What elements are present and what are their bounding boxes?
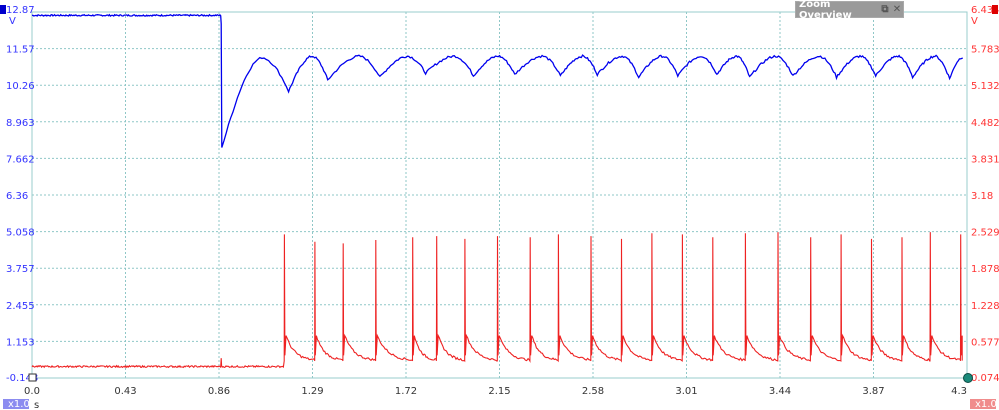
- x-tick-label: 4.3: [951, 386, 967, 397]
- left-tick-label: 12.87: [6, 5, 35, 16]
- zoom-overview-panel[interactable]: Zoom Overview ⧉ ✕: [795, 0, 904, 21]
- x-tick-label: 3.87: [862, 386, 884, 397]
- plot-frame: [31, 11, 968, 379]
- x-unit-label: s: [34, 400, 39, 410]
- right-tick-label: 1.878: [971, 264, 999, 275]
- x-tick-label: 1.29: [301, 386, 323, 397]
- right-channel-marker[interactable]: [992, 5, 998, 14]
- right-scale-badge[interactable]: [970, 399, 996, 409]
- left-scale-badge-label: x1.0: [8, 399, 30, 410]
- left-tick-label: 11.57: [6, 45, 35, 56]
- left-tick-label: 10.26: [6, 81, 35, 92]
- left-tick-label: 7.662: [6, 154, 35, 165]
- left-tick-label: 8.963: [6, 118, 35, 129]
- x-tick-label: 2.58: [582, 386, 604, 397]
- left-tick-label: 6.36: [6, 191, 28, 202]
- right-axis: 6.434 5.783 5.132 4.482 3.831 3.18 2.529 1.878 1…: [971, 5, 999, 384]
- right-tick-label: 4.482: [971, 118, 999, 129]
- series-layer: [31, 13, 963, 369]
- right-tick-label: 5.783: [971, 45, 999, 56]
- right-tick-label: 1.228: [971, 301, 999, 312]
- cursor-end-marker[interactable]: [963, 373, 973, 383]
- right-tick-label: 3.831: [971, 154, 999, 165]
- x-axis: 0.0 0.43 0.86 1.29 1.72 2.15 2.58 3.01 3.44 3.87 4…: [24, 386, 967, 410]
- right-tick-label: 5.132: [971, 81, 999, 92]
- left-tick-label: 1.153: [6, 337, 35, 348]
- grid-lines: [31, 11, 968, 379]
- left-tick-label: 3.757: [6, 264, 35, 275]
- x-tick-label: 0.43: [114, 386, 136, 397]
- left-tick-label: 5.058: [6, 228, 35, 239]
- x-tick-label: 1.72: [395, 386, 417, 397]
- left-axis: 12.87 11.57 10.26 8.963 7.662 6.36 5.058 3.757 2…: [6, 5, 38, 384]
- right-tick-label: 3.18: [971, 191, 993, 202]
- red-voltage-line: [31, 232, 963, 369]
- axis-markers[interactable]: x1.0 x1.0: [0, 5, 998, 410]
- zoom-overview-title[interactable]: Zoom Overview: [796, 0, 879, 21]
- right-tick-label: 2.529: [971, 228, 999, 239]
- cursor-start-marker[interactable]: [28, 373, 37, 382]
- x-tick-label: 0.0: [24, 386, 40, 397]
- left-tick-label: -0.148: [6, 373, 38, 384]
- right-tick-label: 0.577: [971, 337, 999, 348]
- restore-icon[interactable]: ⧉: [879, 2, 891, 17]
- close-icon[interactable]: ✕: [891, 2, 903, 17]
- right-scale-badge-label: x1.0: [975, 399, 997, 410]
- right-unit-label: V: [971, 16, 978, 27]
- left-unit-label: V: [9, 16, 16, 27]
- left-tick-label: 2.455: [6, 301, 35, 312]
- x-tick-label: 3.44: [769, 386, 791, 397]
- blue-voltage-line: [31, 13, 963, 148]
- left-channel-marker[interactable]: [0, 5, 6, 14]
- right-tick-label: 6.434: [971, 5, 999, 16]
- left-scale-badge[interactable]: [3, 399, 29, 409]
- x-tick-label: 3.01: [675, 386, 697, 397]
- x-tick-label: 0.86: [208, 386, 230, 397]
- x-tick-label: 2.15: [488, 386, 510, 397]
- right-tick-label: 0.074: [971, 373, 999, 384]
